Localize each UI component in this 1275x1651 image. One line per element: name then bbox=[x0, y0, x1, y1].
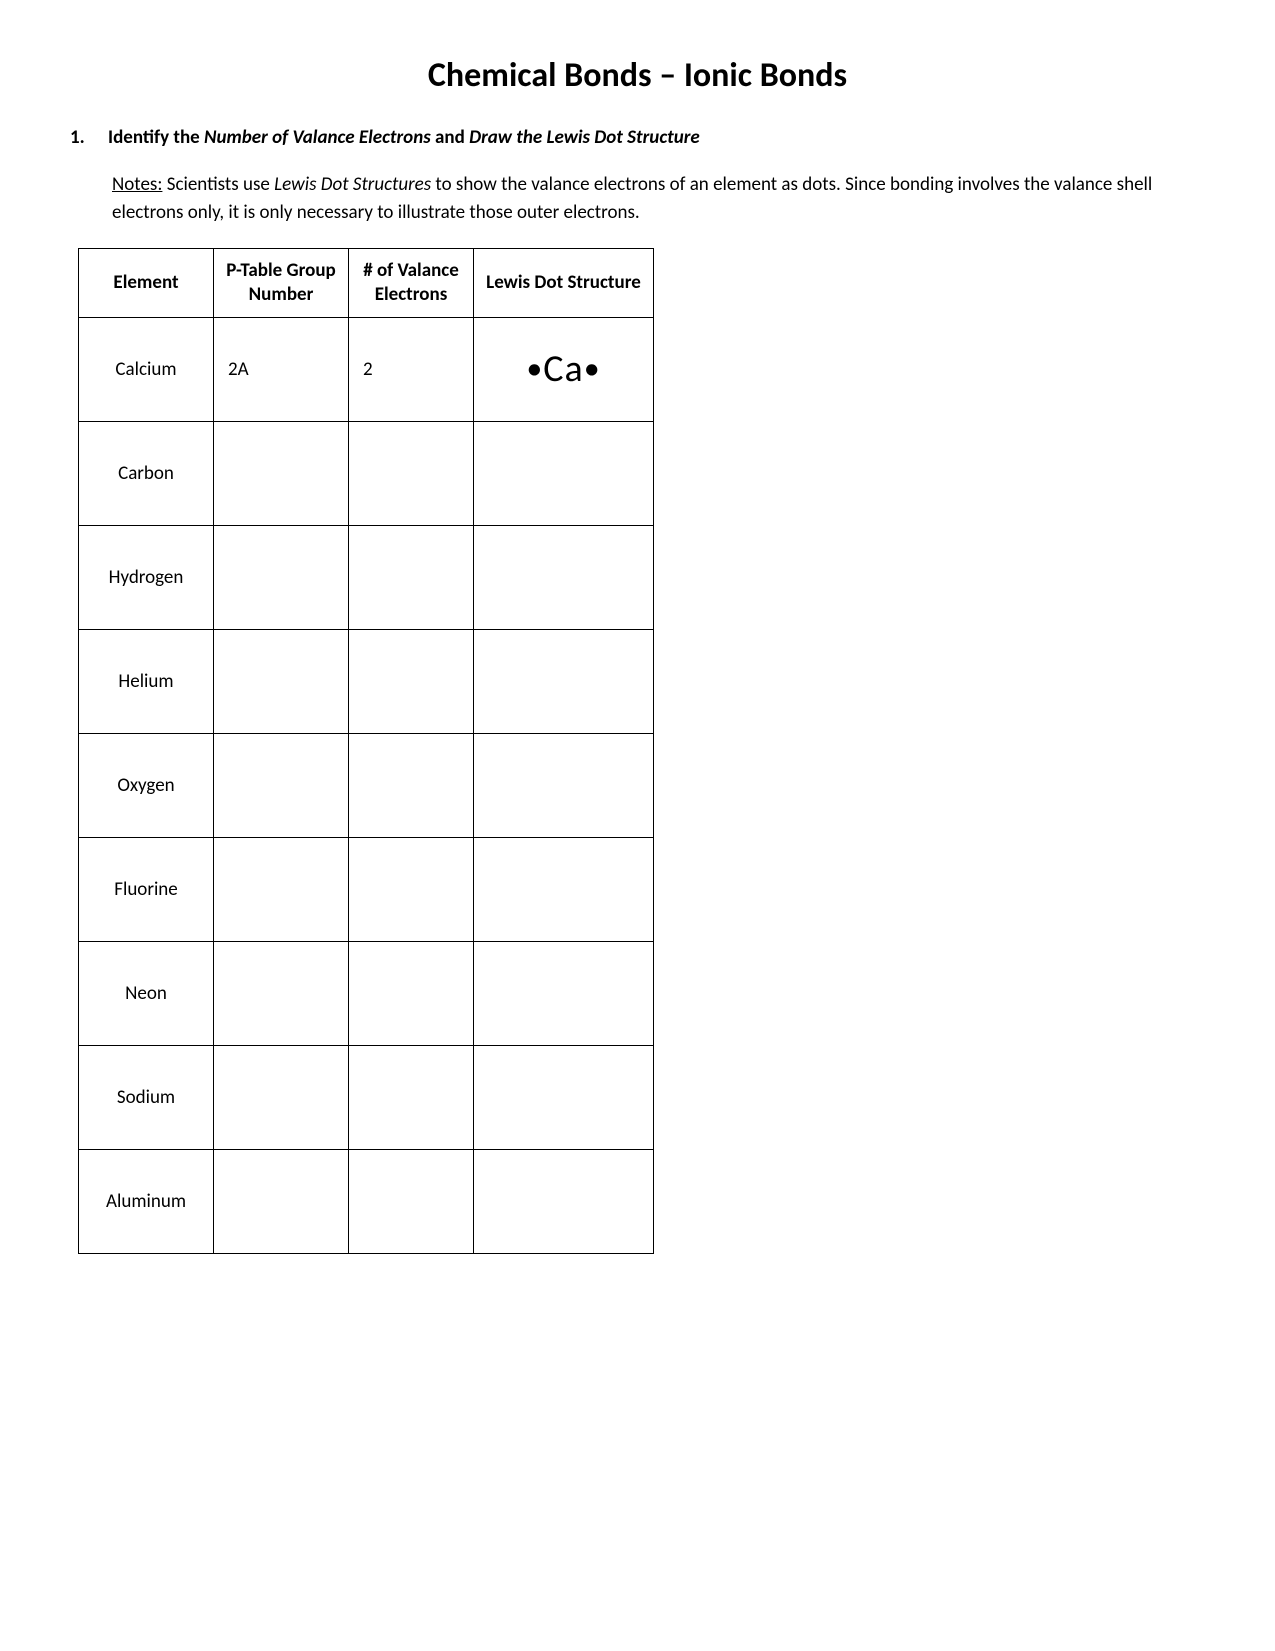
table-row: Aluminum bbox=[79, 1149, 654, 1253]
cell-element: Helium bbox=[79, 629, 214, 733]
notes-part1: Scientists use bbox=[162, 173, 274, 196]
cell-lewis bbox=[474, 1045, 654, 1149]
cell-element: Sodium bbox=[79, 1045, 214, 1149]
cell-valence bbox=[349, 837, 474, 941]
cell-valence bbox=[349, 1045, 474, 1149]
cell-group bbox=[214, 525, 349, 629]
cell-element: Neon bbox=[79, 941, 214, 1045]
table-row: Fluorine bbox=[79, 837, 654, 941]
question-number: 1. bbox=[70, 126, 108, 149]
cell-valence bbox=[349, 1149, 474, 1253]
table-row: Sodium bbox=[79, 1045, 654, 1149]
question-mid: and bbox=[431, 126, 469, 149]
cell-group bbox=[214, 733, 349, 837]
question-prefix: Identify the bbox=[108, 126, 204, 149]
table-row: Carbon bbox=[79, 421, 654, 525]
lewis-structure: •Ca• bbox=[526, 346, 600, 392]
cell-element: Hydrogen bbox=[79, 525, 214, 629]
cell-valence bbox=[349, 525, 474, 629]
question-italic-1: Number of Valance Electrons bbox=[204, 126, 431, 149]
notes-italic: Lewis Dot Structures bbox=[274, 173, 431, 196]
cell-valence bbox=[349, 941, 474, 1045]
cell-lewis: •Ca• bbox=[474, 317, 654, 421]
cell-group bbox=[214, 837, 349, 941]
cell-lewis bbox=[474, 421, 654, 525]
worksheet-table: Element P-Table Group Number # of Valanc… bbox=[78, 248, 654, 1254]
table-row: Oxygen bbox=[79, 733, 654, 837]
cell-lewis bbox=[474, 837, 654, 941]
header-valence: # of Valance Electrons bbox=[349, 249, 474, 318]
cell-valence bbox=[349, 733, 474, 837]
question-italic-2: Draw the Lewis Dot Structure bbox=[469, 126, 700, 149]
notes-label: Notes: bbox=[112, 173, 162, 196]
cell-lewis bbox=[474, 733, 654, 837]
cell-lewis bbox=[474, 629, 654, 733]
header-element: Element bbox=[79, 249, 214, 318]
table-row: Hydrogen bbox=[79, 525, 654, 629]
cell-lewis bbox=[474, 941, 654, 1045]
table-row: Helium bbox=[79, 629, 654, 733]
cell-group: 2A bbox=[214, 317, 349, 421]
cell-element: Aluminum bbox=[79, 1149, 214, 1253]
cell-valence bbox=[349, 421, 474, 525]
cell-group bbox=[214, 1045, 349, 1149]
table-header-row: Element P-Table Group Number # of Valanc… bbox=[79, 249, 654, 318]
question-text: Identify the Number of Valance Electrons… bbox=[108, 126, 1205, 149]
table-row: Neon bbox=[79, 941, 654, 1045]
cell-group bbox=[214, 941, 349, 1045]
cell-group bbox=[214, 629, 349, 733]
table-row: Calcium2A2 •Ca• bbox=[79, 317, 654, 421]
cell-valence: 2 bbox=[349, 317, 474, 421]
cell-lewis bbox=[474, 1149, 654, 1253]
header-lewis: Lewis Dot Structure bbox=[474, 249, 654, 318]
notes-paragraph: Notes: Scientists use Lewis Dot Structur… bbox=[112, 171, 1205, 226]
cell-element: Carbon bbox=[79, 421, 214, 525]
cell-lewis bbox=[474, 525, 654, 629]
cell-group bbox=[214, 1149, 349, 1253]
question-1: 1. Identify the Number of Valance Electr… bbox=[70, 126, 1205, 149]
cell-group bbox=[214, 421, 349, 525]
cell-element: Fluorine bbox=[79, 837, 214, 941]
header-group: P-Table Group Number bbox=[214, 249, 349, 318]
page-title: Chemical Bonds – Ionic Bonds bbox=[70, 55, 1205, 96]
cell-valence bbox=[349, 629, 474, 733]
cell-element: Calcium bbox=[79, 317, 214, 421]
cell-element: Oxygen bbox=[79, 733, 214, 837]
